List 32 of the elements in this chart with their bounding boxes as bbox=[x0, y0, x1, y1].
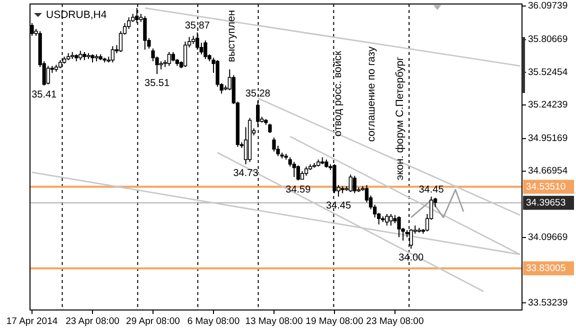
annotation: 34.73 bbox=[233, 168, 259, 180]
ref-line-label: 33.83005 bbox=[526, 262, 566, 274]
y-tick-label: 34.95169 bbox=[528, 133, 568, 144]
x-tick-label: 6 May 08:00 bbox=[187, 316, 240, 327]
annotation: 35.41 bbox=[32, 90, 58, 101]
y-tick-label: 35.52454 bbox=[528, 66, 568, 78]
annotation: 35.87 bbox=[184, 20, 210, 32]
x-tick-label: 17 Apr 2014 bbox=[6, 316, 58, 327]
annotation: 34.00 bbox=[398, 252, 424, 264]
x-tick-label: 29 Apr 08:00 bbox=[126, 316, 180, 327]
y-tick-label: 35.24239 bbox=[528, 99, 568, 110]
text: USDRUB,H4 bbox=[46, 9, 107, 21]
x-tick-label: 13 May 08:00 bbox=[245, 316, 303, 327]
annotation: отвод росс. войск bbox=[332, 50, 344, 136]
annotation: 35.51 bbox=[144, 78, 170, 89]
x-tick-label: 23 May 08:00 bbox=[366, 316, 424, 327]
ref-line-label: 34.39653 bbox=[526, 197, 566, 208]
y-tick-label: 34.09669 bbox=[528, 232, 568, 244]
x-tick-label: 19 May 08:00 bbox=[306, 316, 364, 327]
annotation: соглашение по газу bbox=[366, 46, 378, 142]
y-tick-label: 33.53239 bbox=[528, 297, 568, 308]
annotation: выступлен bbox=[226, 10, 238, 62]
x-tick-label: 23 Apr 08:00 bbox=[66, 316, 120, 327]
y-tick-label: 35.80669 bbox=[528, 34, 568, 46]
annotation: 34.45 bbox=[326, 200, 352, 212]
y-tick-label: 34.66954 bbox=[528, 166, 568, 177]
ref-line-label: 34.53510 bbox=[526, 181, 566, 192]
annotation: 34.45 bbox=[418, 184, 444, 196]
annotation: экон. форум С.Петербург bbox=[394, 56, 406, 180]
annotation: 34.59 bbox=[286, 184, 312, 196]
y-tick-label: 36.09739 bbox=[528, 0, 568, 12]
annotation: 35.28 bbox=[245, 88, 271, 100]
